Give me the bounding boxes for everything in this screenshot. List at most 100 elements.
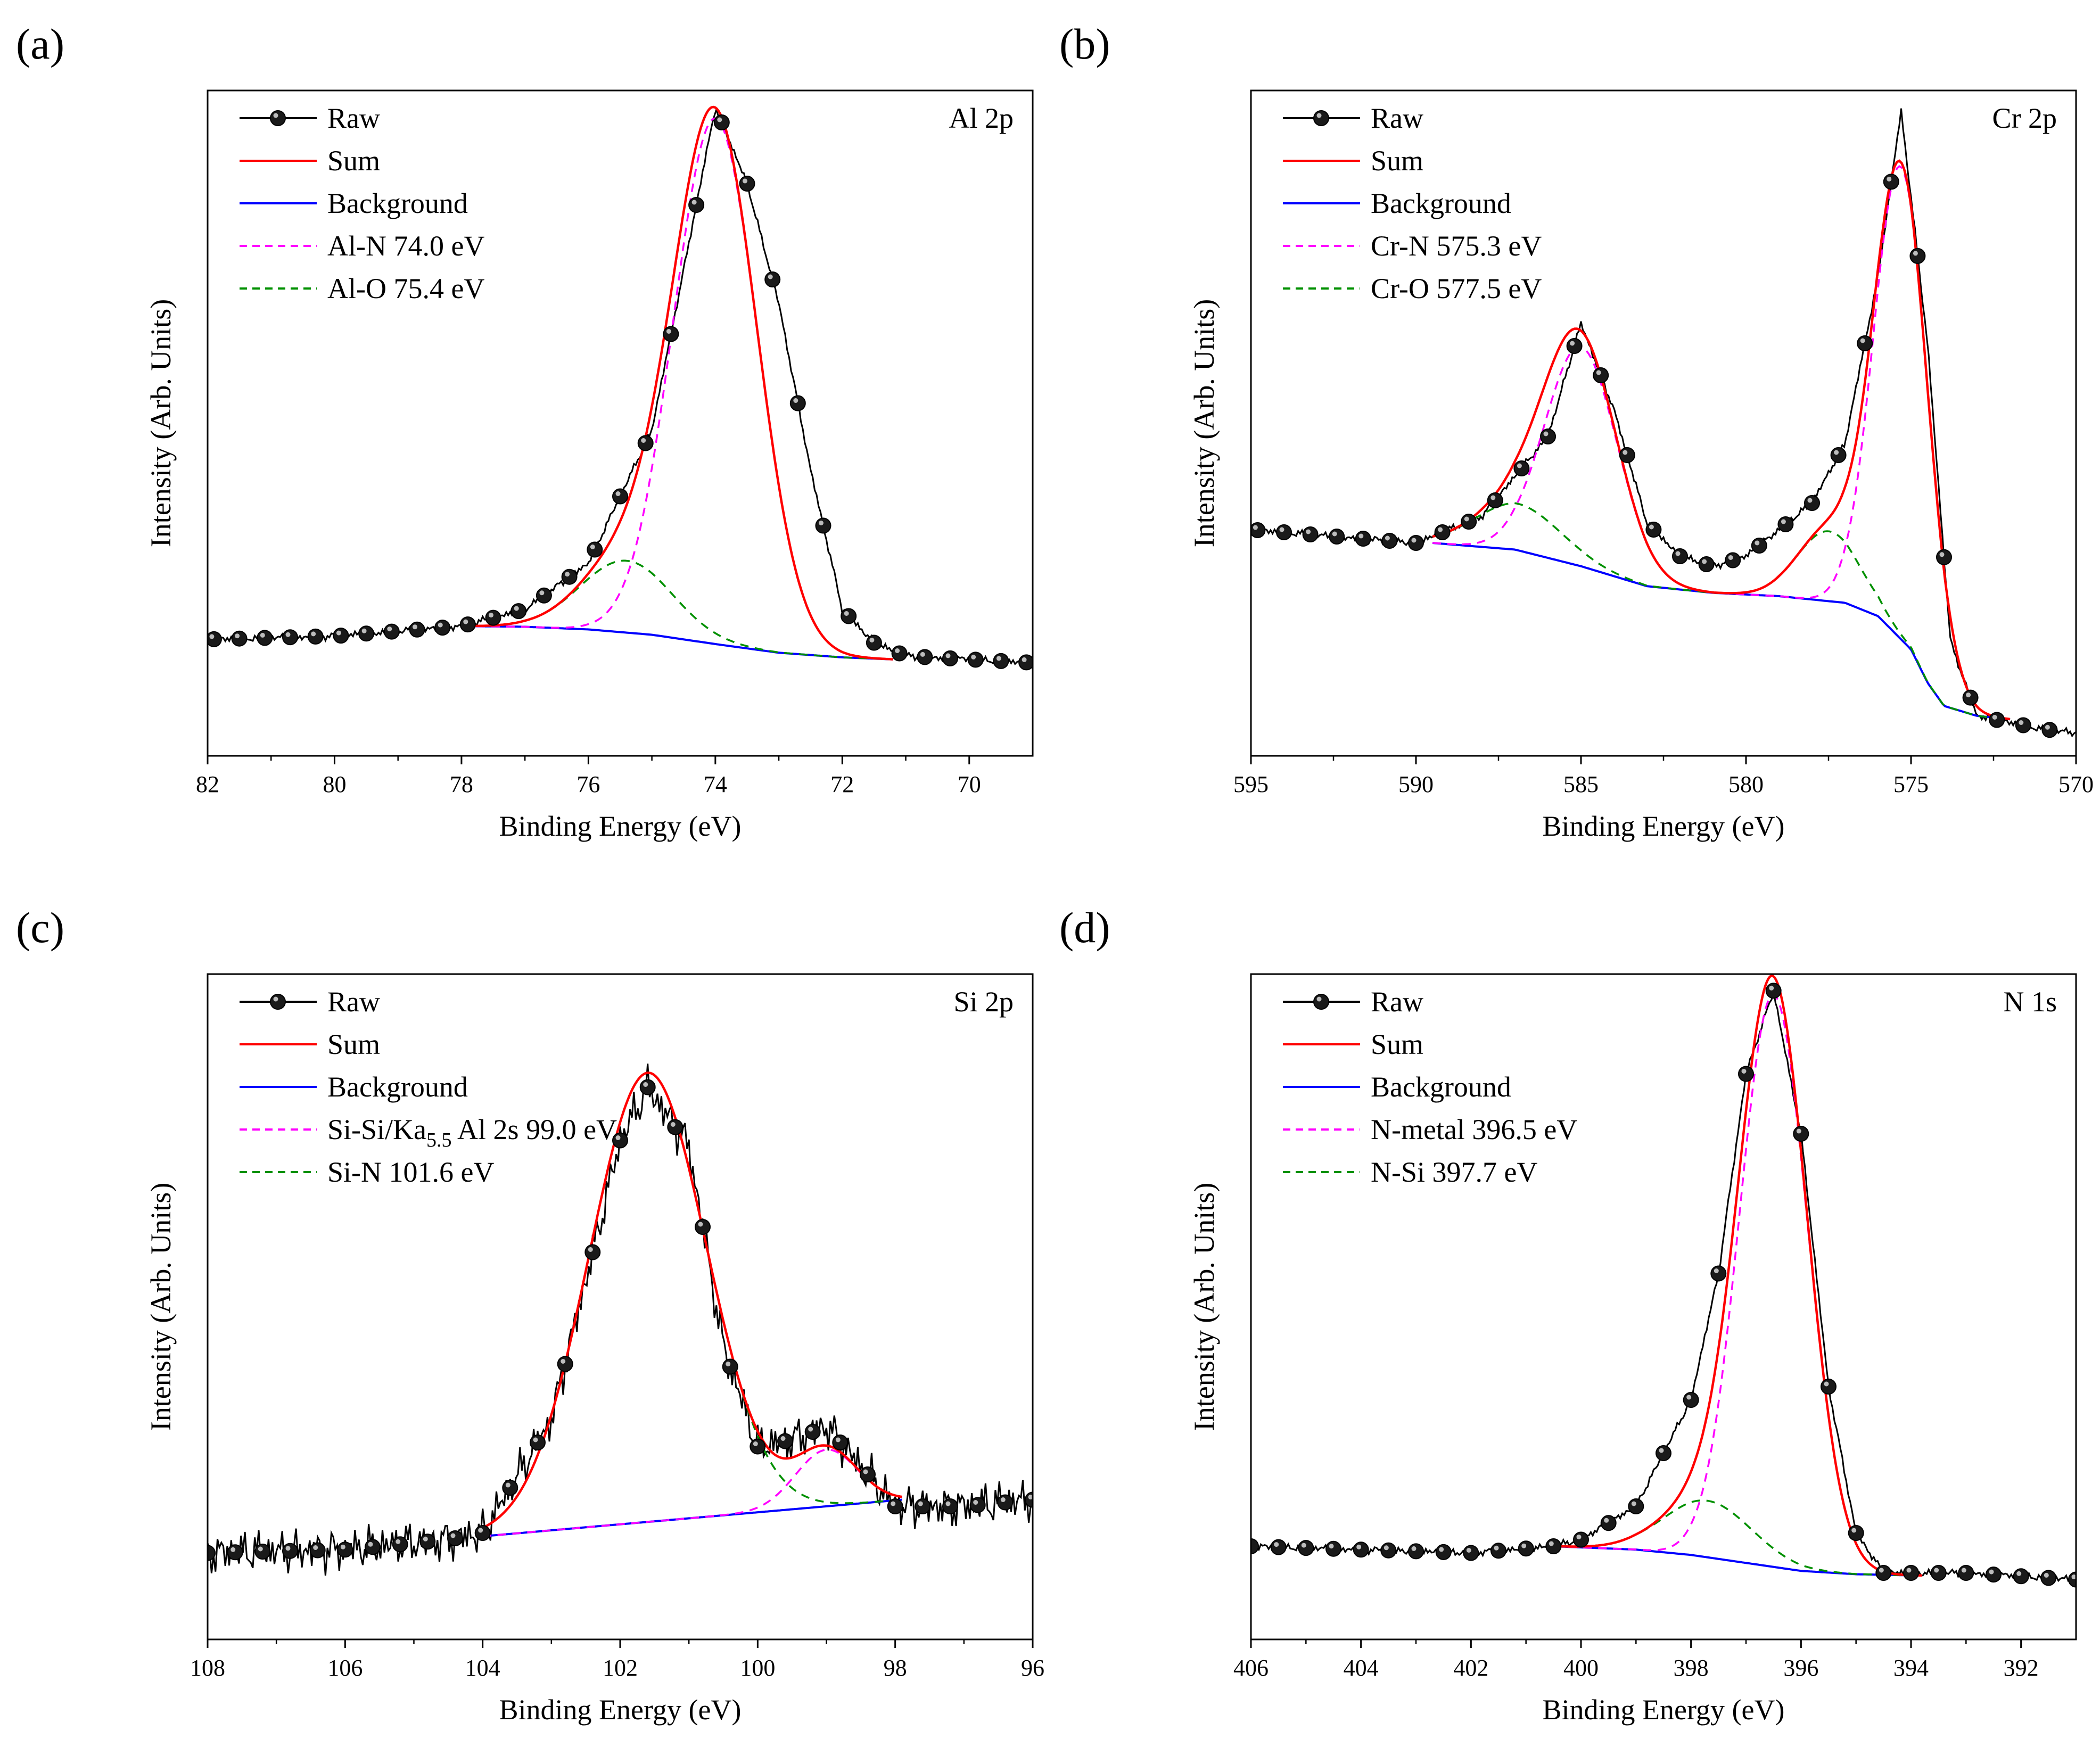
raw-point-highlight [1824,1381,1829,1387]
panel-title: Cr 2p [1992,102,2057,134]
raw-point-highlight [1702,559,1707,564]
raw-point [637,435,654,451]
peak2-line [1432,502,2011,720]
raw-point-highlight [1966,692,1971,698]
panel-label: (b) [1059,20,1110,68]
x-tick-label: 74 [704,771,727,797]
raw-point [1857,335,1873,351]
raw-point [434,620,451,636]
x-tick-label: 595 [1233,771,1269,797]
raw-point-highlight [2044,1572,2049,1578]
raw-point [804,1424,821,1440]
x-tick-label: 102 [603,1655,638,1681]
raw-point [1251,522,1266,538]
legend-label: Sum [327,1028,380,1060]
raw-point [1986,1567,2002,1583]
raw-point [789,395,806,411]
raw-point [383,623,400,640]
raw-point [695,1219,711,1235]
raw-point-highlight [423,1536,428,1541]
peak1-line [1553,993,1922,1577]
raw-point [1725,552,1741,568]
x-tick-label: 580 [1728,771,1764,797]
raw-point-highlight [258,1546,263,1552]
raw-point-highlight [438,622,443,628]
legend-label: Sum [1371,145,1423,177]
raw-point-highlight [2071,1574,2076,1579]
raw-point [2015,717,2031,733]
raw-point-highlight [1253,525,1258,530]
raw-point [2041,722,2058,738]
raw-point-highlight [844,611,849,616]
legend-label: Al-N 74.0 eV [327,230,484,262]
x-tick-label: 406 [1233,1655,1269,1681]
raw-point [667,1119,683,1135]
raw-point [1018,654,1033,671]
raw-point [1958,1565,1974,1581]
legend-label: Si-N 101.6 eV [327,1156,494,1188]
raw-point-highlight [336,630,341,636]
raw-point [1830,447,1847,463]
raw-point-highlight [1675,551,1681,556]
panel-title: Al 2p [949,102,1014,134]
raw-point [254,1544,271,1560]
legend: Raw Sum Background N-metal 396.5 eV N-Si 397… [1283,986,1577,1188]
raw-point [1821,1379,1837,1395]
raw-point [419,1534,436,1550]
raw-point-highlight [863,1469,868,1474]
raw-point-highlight [1961,1568,1966,1573]
raw-point [208,631,222,647]
raw-point-highlight [1549,1541,1554,1546]
x-tick-label: 585 [1563,771,1599,797]
raw-point-highlight [1769,985,1774,991]
x-tick-label: 106 [327,1655,363,1681]
raw-point [969,1497,986,1513]
raw-point [663,326,679,342]
raw-point [1329,529,1345,545]
raw-point [459,616,476,633]
raw-point-highlight [1714,1268,1719,1273]
x-axis-label: Binding Energy (eV) [499,810,742,842]
raw-point [282,629,298,646]
raw-point-highlight [1934,1568,1939,1573]
raw-point [309,1542,326,1559]
sum-line [461,105,893,661]
raw-point [942,650,958,666]
legend-marker [1313,994,1329,1010]
raw-point [1518,1540,1534,1557]
raw-point-highlight [2016,1571,2022,1576]
raw-point [1276,524,1292,540]
raw-point-highlight [1596,370,1601,375]
raw-point-highlight [1576,1535,1582,1539]
legend: Raw Sum Background Si-Si/Ka5.5 Al 2s 99.0 e… [240,986,617,1188]
legend-label: Sum [327,145,380,177]
raw-point-highlight [1000,1497,1006,1502]
raw-point-highlight [368,1541,373,1547]
raw-point-highlight [230,1547,236,1552]
raw-point [1463,1545,1479,1561]
raw-point [1936,549,1952,565]
legend-label: Background [1371,1071,1511,1103]
raw-point [1435,1544,1452,1560]
raw-point-highlight [489,613,493,618]
raw-point-highlight [918,1501,923,1506]
raw-point-highlight [1439,1547,1444,1552]
x-tick-label: 96 [1021,1655,1044,1681]
legend-label: Al-O 75.4 eV [327,273,484,304]
panel-label: (d) [1059,903,1110,952]
raw-point [1355,531,1371,547]
sum-line [482,1071,902,1529]
raw-point [587,541,603,558]
legend-marker-highlight [1316,113,1322,118]
raw-point [1408,1543,1424,1560]
raw-point-highlight [753,1441,758,1446]
raw-point-highlight [835,1437,841,1442]
panel-label: (c) [16,903,64,952]
raw-point [777,1433,793,1449]
raw-point-highlight [743,178,747,184]
raw-point-highlight [1466,1548,1471,1553]
raw-point-highlight [1329,1544,1334,1549]
peak1-line [461,117,893,661]
legend: Raw Sum Background Cr-N 575.3 eV Cr-O 577.5 … [1283,102,1542,304]
raw-point [1962,689,1979,706]
